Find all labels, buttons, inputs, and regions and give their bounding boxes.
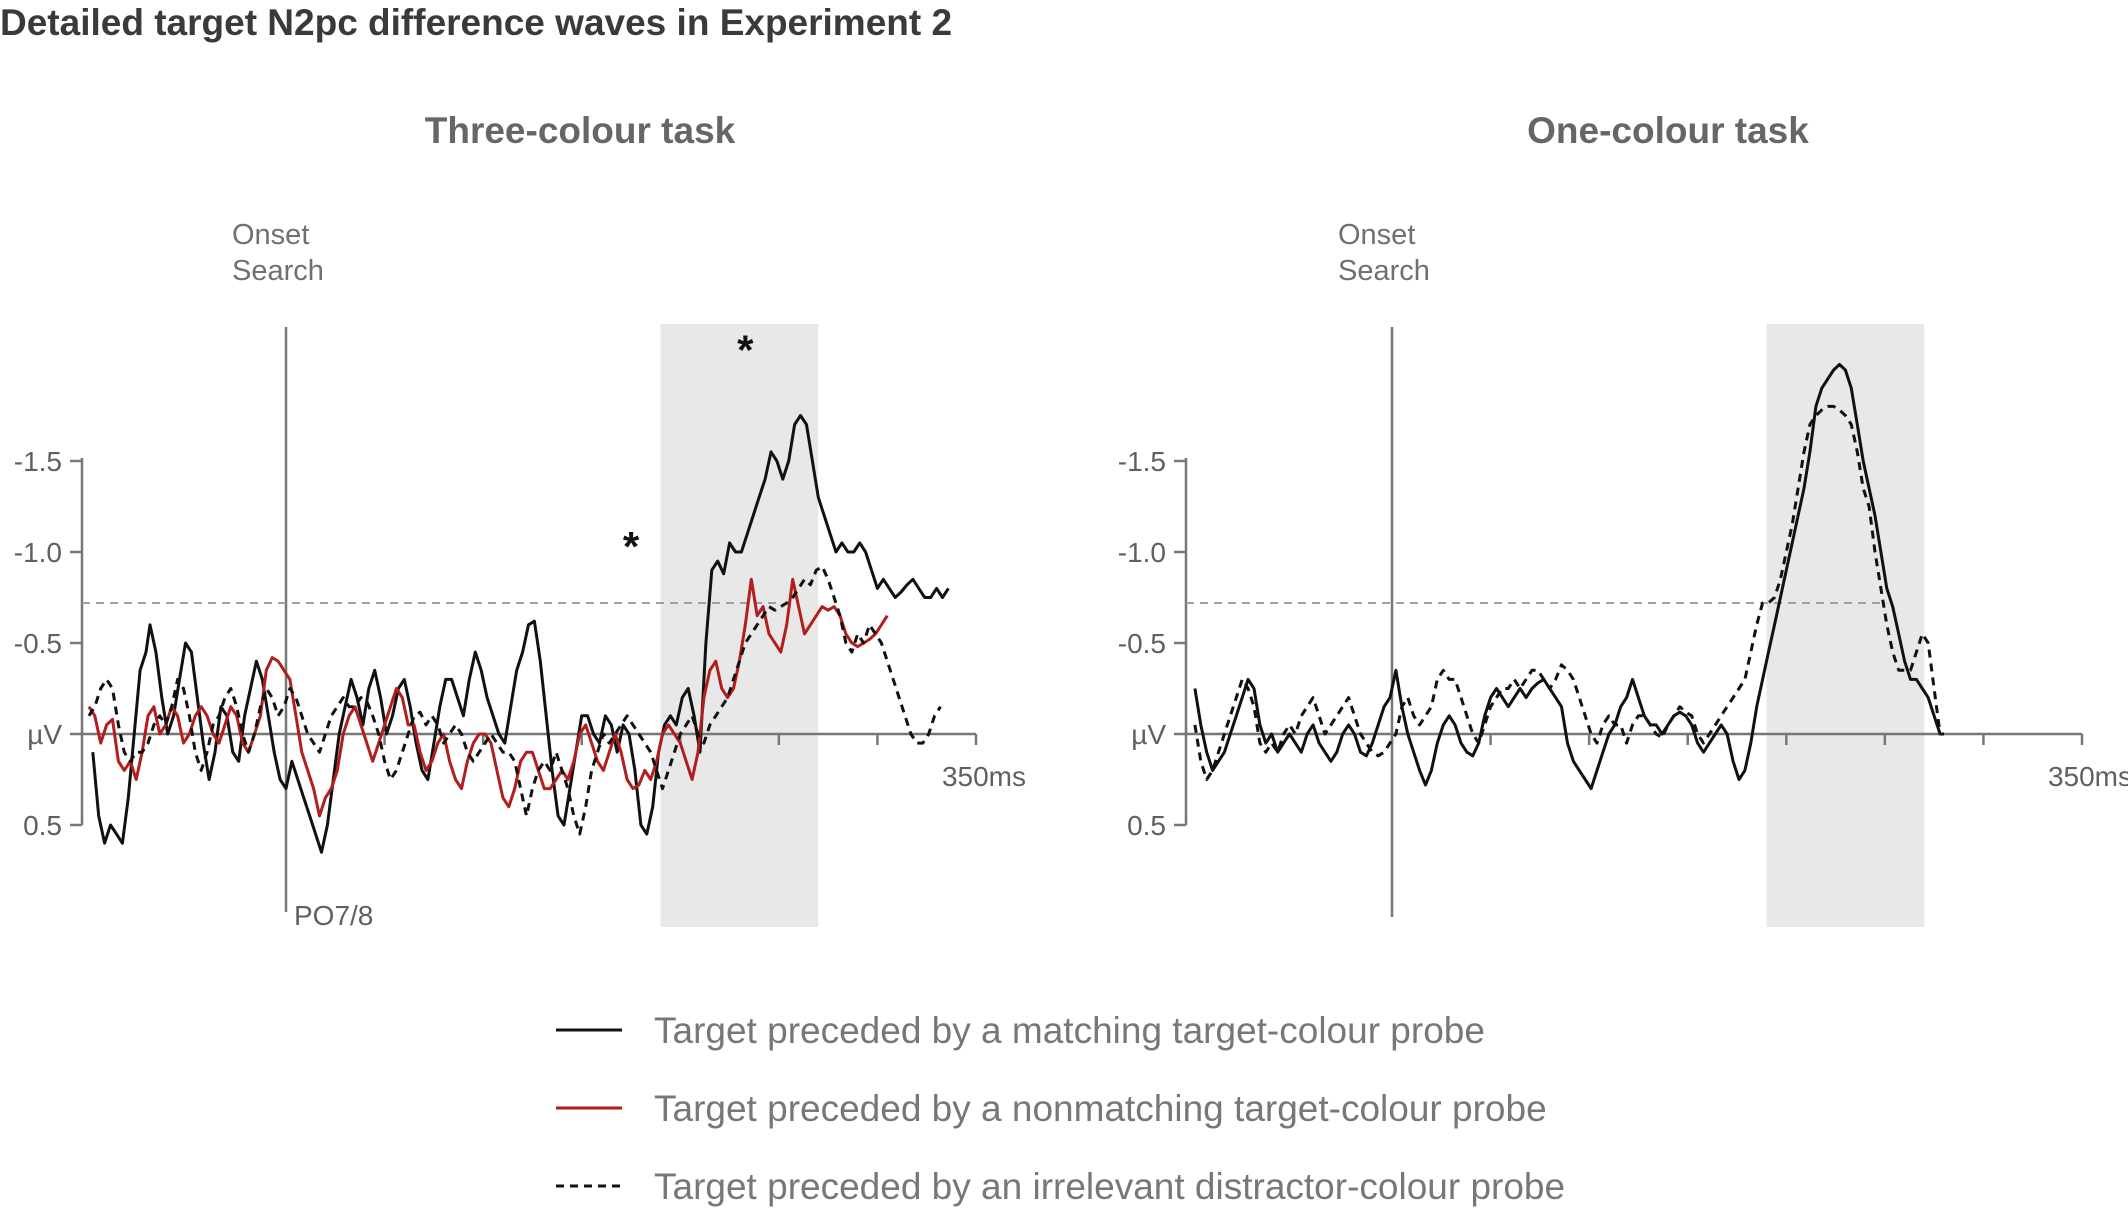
x-end-label: 350ms xyxy=(2048,761,2128,792)
shaded-window xyxy=(660,324,819,927)
panel-title: Three-colour task xyxy=(425,110,736,151)
x-end-label: 350ms xyxy=(942,761,1026,792)
figure-title: Detailed target N2pc difference waves in… xyxy=(0,2,953,43)
legend-label-0: Target preceded by a matching target-col… xyxy=(654,1010,1485,1051)
y-tick-label: -1.0 xyxy=(14,537,62,568)
legend: Target preceded by a matching target-col… xyxy=(556,1010,1565,1207)
series-line-0 xyxy=(1193,363,1944,791)
series-line-2 xyxy=(87,565,942,836)
panel-one-colour: One-colour task Onset Search -1.5 -1.0 -0.5 µV… xyxy=(1118,110,2128,927)
significance-marker: * xyxy=(737,327,754,374)
panel-title: One-colour task xyxy=(1527,110,1809,151)
y-tick-label: 0.5 xyxy=(1127,810,1166,841)
onset-label: Onset xyxy=(232,219,309,251)
y-tick-label: -0.5 xyxy=(1118,628,1166,659)
significance-marker: * xyxy=(623,523,640,570)
y-tick-label: -1.0 xyxy=(1118,537,1166,568)
electrode-label: PO7/8 xyxy=(294,900,373,931)
y-tick-label: µV xyxy=(1131,719,1166,750)
onset-label: Onset xyxy=(1338,219,1415,251)
y-tick-label: -1.5 xyxy=(1118,446,1166,477)
search-label: Search xyxy=(232,255,324,287)
panel-three-colour: Three-colour task Onset Search -1.5 -1.0 -0.5… xyxy=(14,110,1026,931)
series-line-0 xyxy=(91,414,950,854)
y-tick-label: µV xyxy=(27,719,62,750)
y-tick-label: -1.5 xyxy=(14,446,62,477)
y-tick-label: -0.5 xyxy=(14,628,62,659)
search-label: Search xyxy=(1338,255,1430,287)
legend-label-2: Target preceded by an irrelevant distrac… xyxy=(654,1166,1565,1207)
y-tick-label: 0.5 xyxy=(23,810,62,841)
legend-label-1: Target preceded by a nonmatching target-… xyxy=(654,1088,1547,1129)
